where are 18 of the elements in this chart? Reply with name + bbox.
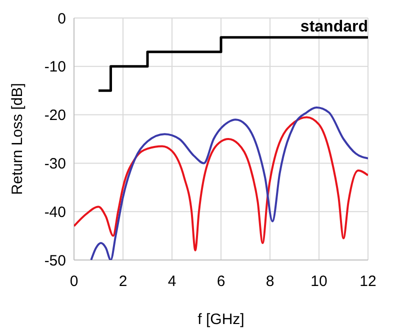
x-axis-title: f [GHz] [198,311,244,328]
x-tick-label: 10 [310,273,328,290]
x-tick-label: 6 [216,273,226,290]
y-tick-label: -40 [44,204,66,221]
x-tick-label: 8 [266,273,274,290]
y-tick-label: -20 [44,107,66,124]
y-axis-title: Return Loss [dB] [9,83,26,195]
x-tick-label: 4 [168,273,176,290]
line-series [90,106,368,260]
series-label: standard [300,18,368,36]
y-tick-label: -30 [44,155,66,172]
y-tick-label: -50 [44,252,66,270]
x-tick-label: 12 [360,273,376,290]
line-series [74,116,368,252]
y-tick-label: -10 [44,58,66,76]
x-tick-label: 0 [70,273,78,290]
x-tick-label: 2 [118,273,128,290]
y-tick-label: 0 [58,10,66,28]
